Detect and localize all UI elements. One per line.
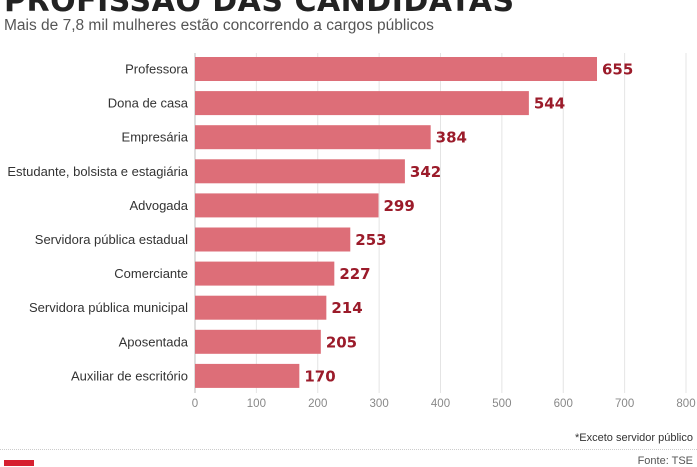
- x-tick-label: 100: [247, 398, 266, 410]
- bar: [195, 363, 300, 388]
- data-label: 227: [339, 265, 370, 283]
- bar: [195, 227, 351, 252]
- data-label: 214: [331, 299, 362, 317]
- category-label: Servidora pública estadual: [35, 232, 188, 247]
- bar: [195, 295, 327, 320]
- bar: [195, 193, 379, 218]
- data-label: 384: [436, 129, 467, 147]
- bar: [195, 329, 321, 354]
- x-tick-label: 600: [554, 398, 573, 410]
- x-tick-label: 0: [192, 398, 198, 410]
- category-label: Servidora pública municipal: [29, 300, 188, 315]
- data-label: 299: [384, 197, 415, 215]
- category-label: Aposentada: [119, 334, 189, 349]
- footer-divider: [0, 449, 697, 450]
- bar: [195, 125, 431, 150]
- bar: [195, 261, 335, 286]
- bar-chart: 0 100 200 300 400 500 600 700 800 Professora 655 Do…: [7, 53, 696, 410]
- data-label: 205: [326, 333, 357, 351]
- bar: [195, 159, 405, 184]
- x-tick-label: 300: [370, 398, 389, 410]
- data-label: 655: [602, 61, 633, 79]
- data-label: 253: [355, 231, 386, 249]
- category-label: Professora: [125, 62, 189, 77]
- chart-footnote: *Exceto servidor público: [574, 432, 693, 444]
- x-tick-label: 400: [431, 398, 450, 410]
- x-tick-label: 200: [308, 398, 327, 410]
- bar: [195, 91, 529, 116]
- category-label: Dona de casa: [108, 96, 189, 111]
- category-label: Empresária: [122, 130, 189, 145]
- category-label: Advogada: [129, 198, 188, 213]
- category-label: Comerciante: [114, 266, 188, 281]
- data-label: 170: [304, 367, 335, 385]
- x-tick-label: 500: [492, 398, 511, 410]
- chart-subtitle: Mais de 7,8 mil mulheres estão concorren…: [4, 17, 434, 34]
- x-tick-label: 700: [615, 398, 634, 410]
- chart-source: Fonte: TSE: [637, 455, 693, 467]
- category-label: Estudante, bolsista e estagiária: [7, 164, 188, 179]
- publisher-logo: [4, 460, 34, 466]
- data-label: 342: [410, 163, 441, 181]
- data-label: 544: [534, 95, 565, 113]
- bar: [195, 57, 598, 81]
- category-label: Auxiliar de escritório: [71, 368, 188, 383]
- x-tick-label: 800: [676, 398, 695, 410]
- chart-title: PROFISSÃO DAS CANDIDATAS: [4, 0, 515, 19]
